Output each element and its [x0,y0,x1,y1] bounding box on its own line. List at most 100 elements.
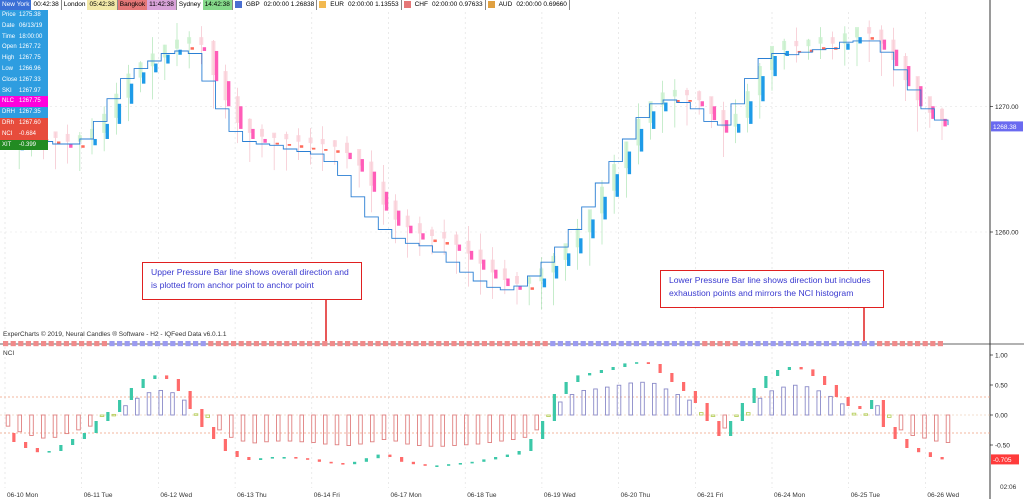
lower-pressure-square [25,341,31,347]
lower-pressure-square [428,341,434,347]
nci-oscillator-segment [752,388,756,403]
info-label: Price [2,12,16,18]
nci-oscillator-segment [470,461,474,464]
ghost-candle-body [284,133,289,140]
lower-pressure-square [18,341,24,347]
lower-pressure-square [443,341,449,347]
pressure-bar [943,118,947,127]
info-value: 1267.72 [19,44,41,51]
info-row-time: Time 18:00:00 [0,31,48,43]
lower-pressure-square [314,341,320,347]
ghost-candle-body [940,108,944,121]
nci-histogram-bar [828,395,833,416]
nci-oscillator-segment [423,464,427,466]
nci-histogram-bar [99,414,105,417]
nci-histogram-bar [111,413,116,417]
ghost-candle-body [102,113,107,133]
fx-name: GBP [245,1,260,8]
lower-pressure-square [679,341,685,347]
nci-oscillator-segment [870,400,874,409]
pressure-bar [117,103,122,124]
pressure-bar [712,106,717,121]
nci-oscillator-segment [823,376,827,385]
lower-pressure-square [641,341,647,347]
nci-histogram-bar [534,414,540,431]
lower-pressure-square [489,341,495,347]
info-row-nlc: NLC 1267.75 [0,96,48,108]
nci-histogram-bar [64,414,69,435]
pressure-bar [56,141,61,144]
pressure-bar [226,81,231,107]
nci-histogram-bar [240,414,246,442]
nci-oscillator-segment [35,448,39,453]
date-label: 06-20 Thu [621,492,651,499]
lower-pressure-square [816,341,822,347]
ghost-candle-body [587,209,592,233]
lower-pressure-square [390,341,396,347]
lower-pressure-square [94,341,100,347]
fx-swatch-icon [234,1,242,8]
ghost-candle-body [551,255,556,273]
date-label: 06-13 Thu [237,492,267,499]
lower-pressure-square [398,341,404,347]
pressure-bar [627,151,632,175]
nci-histogram-bar [605,386,610,416]
lower-pressure-square [550,341,556,347]
nci-histogram-bar [840,403,845,416]
lower-pressure-square [367,341,373,347]
nci-histogram-bar [252,414,257,444]
lower-pressure-square [907,341,913,347]
lower-pressure-square [337,341,343,347]
lower-pressure-square [291,341,297,347]
nci-histogram-bar [264,414,269,443]
nci-oscillator-segment [905,439,909,448]
info-label: NCI [2,130,13,137]
nci-oscillator-segment [635,362,639,364]
nci-tick-label: 0.00 [995,413,1008,420]
lower-pressure-square [793,341,799,347]
nci-histogram-bar [299,414,305,443]
date-label: 06-25 Tue [851,492,881,499]
lower-pressure-square [922,341,928,347]
ghost-candle-body [53,131,58,138]
ghost-candle-body [575,228,580,248]
nci-oscillator-segment [165,375,169,379]
lower-pressure-square [557,341,563,347]
lower-pressure-square [193,341,199,347]
pressure-bar [749,101,753,124]
ghost-candle-body [332,140,337,147]
nci-histogram-bar [311,414,316,443]
nci-oscillator-segment [317,459,321,462]
nci-histogram-bar [41,414,46,439]
ghost-candle-body [126,73,131,98]
fx-swatch-icon [319,1,327,8]
pressure-bar [554,265,559,279]
nci-oscillator-segment [670,373,674,382]
ghost-candle-body [648,101,653,123]
lower-pressure-square [770,341,776,347]
lower-pressure-square [223,341,229,347]
nci-oscillator-segment [682,382,686,391]
ghost-candle-body [308,137,313,143]
nci-oscillator-segment [235,451,239,457]
nci-oscillator-segment [881,400,885,427]
lower-pressure-square [117,341,123,347]
ghost-candle-body [563,243,568,260]
ghost-candle-body [405,215,410,228]
pressure-bar [542,278,547,288]
nci-histogram-bar [816,390,822,416]
fx-name: EUR [330,1,344,8]
nci-oscillator-segment [505,454,509,457]
nci-histogram-bar [522,414,528,438]
lower-pressure-square [808,341,814,347]
lower-pressure-square [238,341,244,347]
current-nci-badge [991,454,1019,465]
nci-oscillator-segment [458,463,462,465]
fx-value: 02:00:00 0.69660 [516,1,567,8]
pressure-bar [773,56,777,77]
lower-pressure-square [307,341,313,347]
ghost-candle-body [527,277,532,284]
pressure-bar [700,101,704,107]
lower-pressure-square [177,341,183,347]
lower-pressure-square [869,341,875,347]
